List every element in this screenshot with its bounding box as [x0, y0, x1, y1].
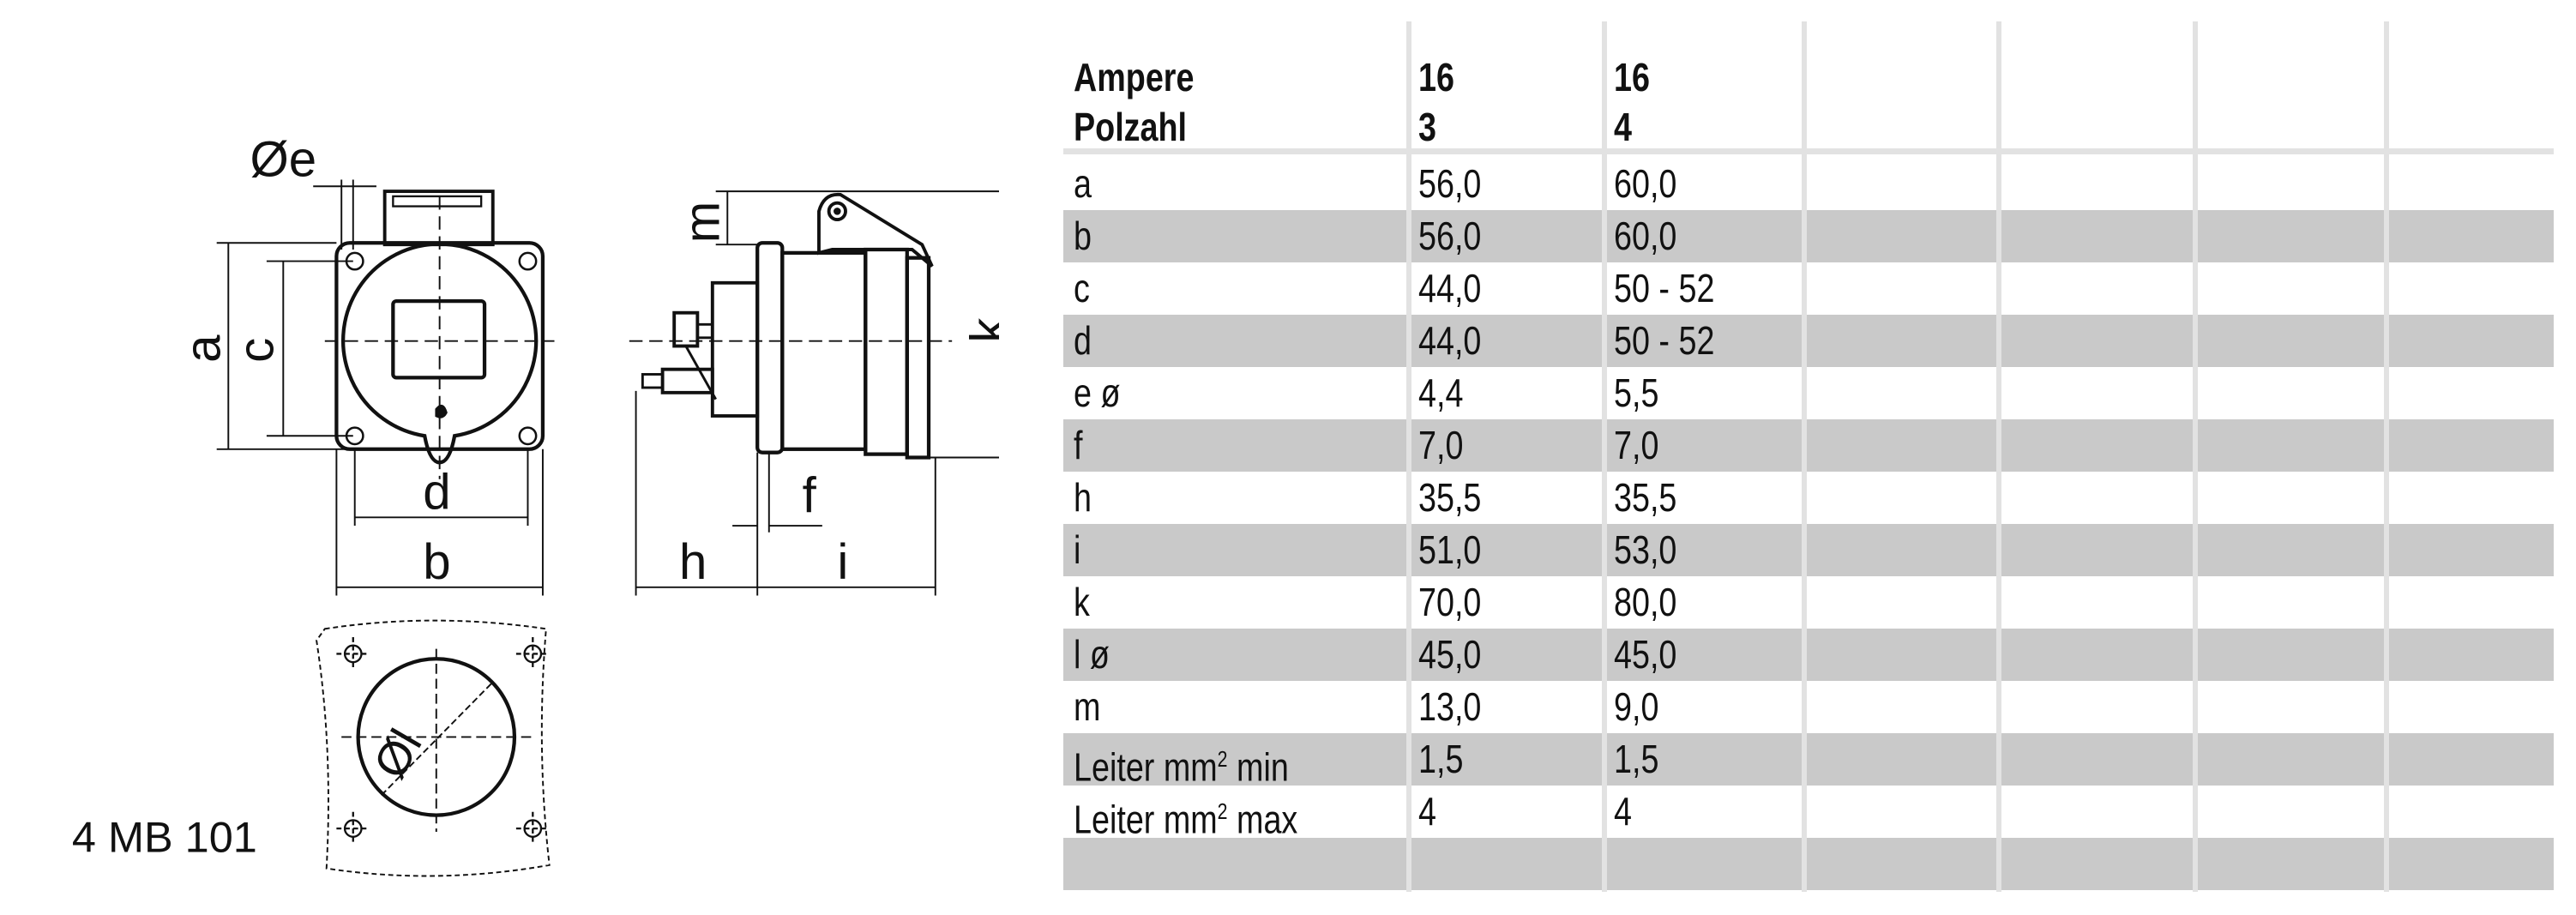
table-row: m 13,0 9,0 [1063, 681, 2554, 733]
row-value-col2: 53,0 [1614, 527, 1677, 572]
row-value-col1: 1,5 [1418, 737, 1464, 781]
row-value-col2: 80,0 [1614, 580, 1677, 624]
header-col1-ampere: 16 [1418, 55, 1454, 99]
row-value-col2: 1,5 [1614, 737, 1659, 781]
header-label-polzahl: Polzahl [1074, 105, 1188, 149]
header-label-ampere: Ampere [1074, 55, 1195, 99]
header-divider [1063, 148, 2554, 154]
row-value-col1: 45,0 [1418, 632, 1482, 677]
row-label: b [1074, 214, 1092, 258]
row-label: e ø [1074, 370, 1121, 415]
dim-label-a: a [176, 334, 232, 363]
technical-drawing: Øe a c d b [72, 132, 999, 877]
row-value-col1: 35,5 [1418, 475, 1482, 520]
table-row: k 70,0 80,0 [1063, 576, 2554, 629]
row-value-col1: 4,4 [1418, 370, 1464, 415]
row-label: Leiter mm2 max [1074, 789, 1297, 841]
dim-label-b: b [423, 534, 450, 590]
dimension-table: Ampere Polzahl 16 3 16 4 a 56,0 60,0 b 56,0 6… [1063, 0, 2554, 915]
header-col2-poles: 4 [1614, 105, 1632, 149]
header-col2-ampere: 16 [1614, 55, 1650, 99]
table-row: Leiter mm2 max 4 4 [1063, 786, 2554, 841]
column-divider [1406, 21, 1411, 892]
cutout-view: Øl [316, 619, 551, 877]
column-divider [2193, 21, 2198, 892]
dim-label-e: Øe [250, 132, 316, 188]
column-divider [1996, 21, 2001, 892]
table-row: c 44,0 50 - 52 [1063, 262, 2554, 315]
row-value-col1: 7,0 [1418, 423, 1464, 467]
dim-label-h: h [679, 534, 707, 590]
dim-label-k: k [960, 317, 999, 343]
table-row: d 44,0 50 - 52 [1063, 315, 2554, 367]
column-divider [1802, 21, 1807, 892]
table-row: h 35,5 35,5 [1063, 472, 2554, 524]
row-label-part: Leiter mm [1074, 744, 1218, 790]
row-label-part: 2 [1217, 746, 1228, 772]
row-label: k [1074, 580, 1090, 624]
row-value-col2: 50 - 52 [1614, 266, 1715, 310]
table-row: a 56,0 60,0 [1063, 158, 2554, 210]
column-divider [2384, 21, 2389, 892]
row-label: c [1074, 266, 1090, 310]
table-row: e ø 4,4 5,5 [1063, 367, 2554, 419]
row-value-col2: 4 [1614, 789, 1632, 834]
row-label: a [1074, 161, 1092, 206]
row-value-col1: 51,0 [1418, 527, 1482, 572]
row-value-col1: 44,0 [1418, 266, 1482, 310]
row-value-col2: 60,0 [1614, 161, 1677, 206]
row-label-part: min [1227, 744, 1289, 790]
dim-label-m: m [675, 202, 731, 243]
row-value-col1: 44,0 [1418, 318, 1482, 363]
header-col1-poles: 3 [1418, 105, 1436, 149]
dim-label-f: f [803, 468, 817, 524]
column-divider [1602, 21, 1607, 892]
table-row: l ø 45,0 45,0 [1063, 629, 2554, 681]
dim-label-c: c [229, 338, 285, 363]
table-row [1063, 838, 2554, 890]
row-value-col1: 56,0 [1418, 214, 1482, 258]
table-row: i 51,0 53,0 [1063, 524, 2554, 576]
row-label-part: max [1227, 797, 1298, 842]
row-value-col1: 56,0 [1418, 161, 1482, 206]
row-value-col2: 45,0 [1614, 632, 1677, 677]
row-value-col1: 4 [1418, 789, 1436, 834]
row-label: f [1074, 423, 1083, 467]
table-row: b 56,0 60,0 [1063, 210, 2554, 262]
table-row: Leiter mm2 min 1,5 1,5 [1063, 733, 2554, 789]
row-label-part: 2 [1217, 798, 1228, 824]
row-label: h [1074, 475, 1092, 520]
row-value-col2: 5,5 [1614, 370, 1659, 415]
row-label: i [1074, 527, 1081, 572]
row-value-col1: 70,0 [1418, 580, 1482, 624]
table-row: f 7,0 7,0 [1063, 419, 2554, 472]
row-value-col2: 60,0 [1614, 214, 1677, 258]
row-label: l ø [1074, 632, 1110, 677]
row-value-col2: 35,5 [1614, 475, 1677, 520]
dim-label-l: Øl [364, 720, 432, 787]
dim-label-i: i [837, 534, 848, 590]
row-label: m [1074, 684, 1101, 729]
row-value-col2: 50 - 52 [1614, 318, 1715, 363]
side-view: m k f h i [629, 190, 999, 596]
model-label: 4 MB 101 [72, 812, 257, 861]
row-label: Leiter mm2 min [1074, 737, 1289, 789]
dim-label-d: d [423, 465, 450, 521]
row-label-part: Leiter mm [1074, 797, 1218, 842]
row-value-col2: 7,0 [1614, 423, 1659, 467]
front-view: Øe a c d b [176, 132, 555, 596]
row-label: d [1074, 318, 1092, 363]
row-value-col2: 9,0 [1614, 684, 1659, 729]
row-value-col1: 13,0 [1418, 684, 1482, 729]
